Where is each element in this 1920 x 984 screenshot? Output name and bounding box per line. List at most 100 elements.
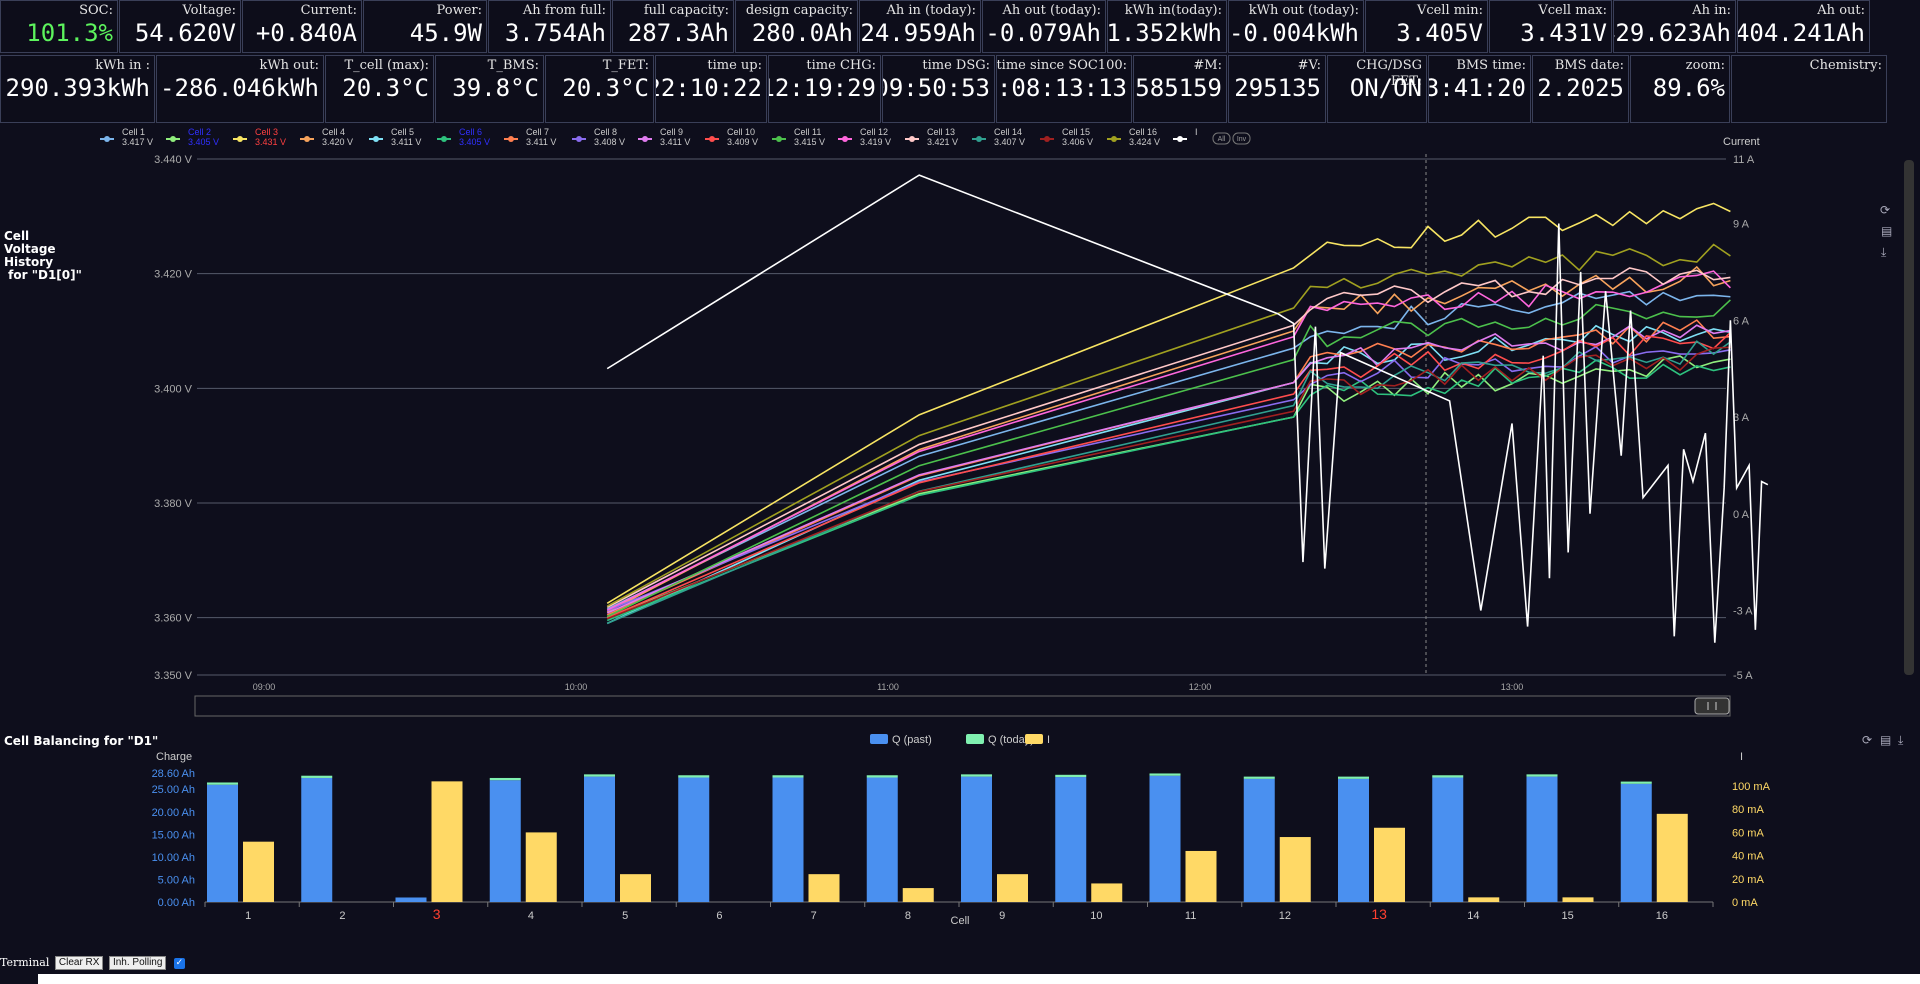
terminal-label: Terminal [0,956,50,969]
balance-download-icon[interactable]: ⤓ [1898,733,1904,747]
stat-value: 585159 [1135,74,1222,102]
legend-item-cell-4[interactable]: Cell 43.420 V [300,127,353,147]
balance-legend-swatch [966,734,984,744]
legend-item-cell-5[interactable]: Cell 53.411 V [369,127,421,147]
stat-value: 101.3% [26,19,113,47]
stat-row1-cell-9: Ah out (today): -0.079Ah [982,0,1106,53]
stat-value: 9.2.2025 [1533,74,1624,102]
legend-item-cell-11[interactable]: Cell 113.415 V [772,127,825,147]
stat-row1-cell-15: Ah out:-5404.241Ah [1737,0,1870,53]
q-today-bar-cell-1 [207,782,238,785]
legend-button-inv[interactable]: Inv [1232,132,1251,145]
legend-value: 3.407 V [994,137,1025,147]
legend-item-cell-16[interactable]: Cell 163.424 V [1107,127,1160,147]
stat-label: Ah out (today): [1002,3,1101,18]
inhibit-polling-button[interactable]: Inh. Polling [108,956,167,970]
legend-value: 3.415 V [794,137,825,147]
current-bar-cell-8 [902,888,934,902]
q-past-bar-cell-8 [866,777,898,902]
legend-item-cell-12[interactable]: Cell 123.419 V [838,127,891,147]
refresh-icon[interactable]: ⟳ [1880,203,1891,217]
navigator-frame [194,695,1731,717]
legend-marker [642,136,648,142]
legend-item-cell-10[interactable]: Cell 103.409 V [705,127,758,147]
download-icon[interactable]: ⤓ [1881,245,1887,259]
stat-row1-cell-2: Voltage: 54.620V [119,0,241,53]
legend-item-cell-8[interactable]: Cell 83.408 V [572,127,625,147]
terminal-output[interactable] [38,974,1920,984]
q-today-bar-cell-5 [584,774,615,777]
balance-right-tick: 60 mA [1732,827,1764,839]
stat-row2-cell-6: time up:359:22:10:22 [655,55,767,123]
legend-value: 3.419 V [860,137,891,147]
balance-right-axis-title: I [1740,751,1743,763]
balance-legend-i[interactable]: I [1025,734,1050,746]
x-tick-label: 11:00 [877,682,899,692]
stat-value: 104:12:19:29 [769,74,876,102]
balance-cell-label: 15 [1562,910,1574,922]
current-bar-cell-3 [431,781,463,902]
q-today-bar-cell-7 [772,775,804,778]
stat-row1-cell-4: Power: 45.9W [363,0,487,53]
y-tick-label: 3.380 V [154,498,193,510]
legend-name: Cell 13 [927,127,955,137]
balance-legend-q-today-[interactable]: Q (today) [966,734,1034,746]
legend-item-cell-13[interactable]: Cell 133.421 V [905,127,958,147]
balance-legend-q-past-[interactable]: Q (past) [870,734,932,746]
cell-8-voltage-line [606,345,1731,612]
balance-right-tick: 80 mA [1732,804,1764,816]
stat-label: Chemistry: [1809,58,1882,73]
clear-rx-button[interactable]: Clear RX [54,956,104,970]
q-today-bar-cell-4 [489,777,521,781]
legend-name: Cell 1 [122,127,145,137]
legend-item-cell-6[interactable]: Cell 63.405 V [437,127,490,147]
legend-button-frame [1212,132,1231,145]
stat-value: 89.6% [1652,74,1725,102]
cell-10-voltage-line [606,331,1731,619]
y-right-tick-label: -3 A [1733,606,1753,618]
legend-name: Cell 16 [1129,127,1157,137]
cell-voltage-chart[interactable]: 3.440 V 3.420 V 3.400 V 3.380 V 3.360 V 3.350… [0,124,1920,724]
current-bar-cell-16 [1656,813,1688,902]
document-icon[interactable]: ▤ [1881,224,1893,238]
right-axis-title: Current [1723,136,1760,148]
balance-refresh-icon[interactable]: ⟳ [1862,733,1873,747]
stat-value: 3.405V [1396,19,1483,47]
legend-name: Cell 12 [860,127,888,137]
cell-6-voltage-line [606,359,1731,622]
balance-document-icon[interactable]: ▤ [1880,733,1892,747]
stat-label: CHG/DSG FET: [1356,58,1422,89]
legend-value: 3.417 V [122,137,153,147]
legend-name: Cell 11 [794,127,821,137]
legend-item-cell-3[interactable]: Cell 33.431 V [233,127,286,147]
q-past-bar-cell-14 [1432,777,1464,902]
stat-value: 3.431V [1520,19,1607,47]
balance-right-tick: 40 mA [1732,851,1764,863]
polling-checkbox[interactable]: ✓ [173,957,185,969]
legend-marker [1111,136,1117,142]
legend-item-i[interactable]: I [1173,127,1198,142]
legend-item-cell-2[interactable]: Cell 23.405 V [166,127,219,147]
legend-value: 3.431 V [255,137,286,147]
y-right-tick-label: -5 A [1733,670,1753,682]
balance-cell-label: 8 [905,910,911,922]
stat-row2-cell-11: #V: 295135 [1228,55,1326,123]
legend-button-label: All [1218,136,1226,143]
stat-value: 39.8°C [452,74,539,102]
x-tick-label: 10:00 [565,682,588,692]
legend-value: 3.411 V [660,137,690,147]
stat-label: Ah in: [1692,3,1731,18]
q-today-bar-cell-11 [1149,773,1181,776]
legend-item-cell-15[interactable]: Cell 153.406 V [1040,127,1093,147]
q-past-bar-cell-10 [1055,777,1087,902]
legend-item-cell-1[interactable]: Cell 13.417 V [100,127,153,147]
stat-label: Power: [436,3,482,18]
legend-item-cell-7[interactable]: Cell 73.411 V [504,127,556,147]
legend-value: 3.420 V [322,137,353,147]
legend-item-cell-14[interactable]: Cell 143.407 V [972,127,1025,147]
legend-button-all[interactable]: All [1212,132,1231,145]
balance-x-title: Cell [951,915,970,927]
legend-item-cell-9[interactable]: Cell 93.411 V [638,127,690,147]
navigator-handle[interactable] [1694,697,1730,715]
